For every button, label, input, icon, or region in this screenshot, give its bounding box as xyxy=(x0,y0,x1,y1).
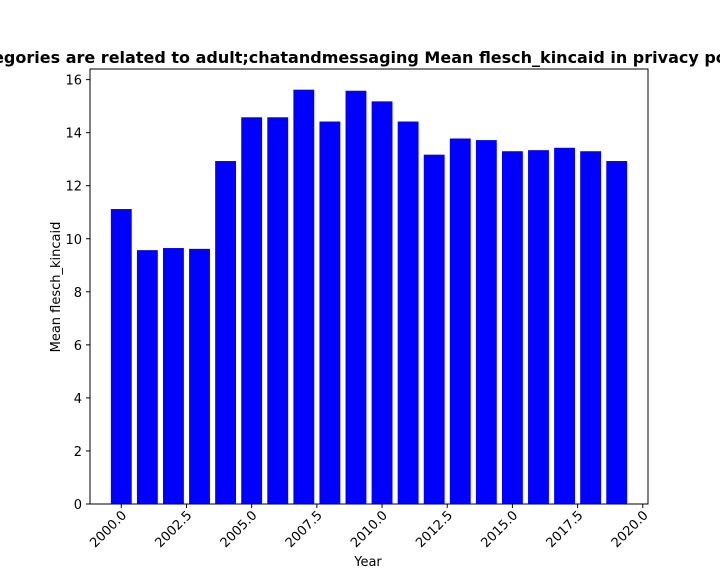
bars-group xyxy=(110,89,628,505)
bar-2001 xyxy=(136,250,158,504)
bar-2004 xyxy=(215,161,237,505)
bar-2000 xyxy=(110,209,132,505)
bar-2005 xyxy=(241,117,263,505)
y-tick-label: 14 xyxy=(65,127,82,142)
bar-2014 xyxy=(475,140,497,504)
bar-2003 xyxy=(189,248,210,504)
x-tick-label: 2012.5 xyxy=(413,508,456,551)
x-tick-label: 2015.0 xyxy=(478,508,521,551)
bar-2018 xyxy=(580,151,602,504)
y-tick-label: 12 xyxy=(65,180,82,195)
x-axis-label: Year xyxy=(353,555,382,570)
bar-2009 xyxy=(345,90,367,504)
x-tick-label: 2005.0 xyxy=(218,508,261,551)
bar-2007 xyxy=(293,89,315,504)
y-tick-label: 10 xyxy=(65,233,82,248)
y-tick-label: 0 xyxy=(74,498,82,513)
x-tick-label: 2007.5 xyxy=(283,508,326,551)
bar-2012 xyxy=(423,154,445,505)
x-tick-label: 2020.0 xyxy=(609,508,652,551)
x-tick-label: 2002.5 xyxy=(153,508,196,551)
bar-2013 xyxy=(449,138,471,504)
x-tick-label: 2010.0 xyxy=(348,508,391,551)
y-tick-label: 2 xyxy=(74,445,82,460)
x-axis-ticks: 2000.0 2002.5 2005.0 2007.5 2010.0 2012.5 2015… xyxy=(87,504,652,551)
bar-2019 xyxy=(606,161,628,505)
y-axis-ticks: 0 2 4 6 8 10 12 14 16 xyxy=(65,74,90,513)
bar-2008 xyxy=(319,121,341,504)
bar-2016 xyxy=(528,150,549,505)
plot-frame xyxy=(89,68,649,505)
bar-2015 xyxy=(501,151,523,504)
x-tick-label: 2000.0 xyxy=(87,508,130,551)
bar-2017 xyxy=(554,147,575,504)
bar-2010 xyxy=(371,101,393,505)
y-axis-label: Mean flesch_kincaid xyxy=(49,222,64,353)
bar-2011 xyxy=(397,121,419,504)
y-tick-label: 16 xyxy=(65,74,82,89)
y-tick-label: 4 xyxy=(74,392,82,407)
chart-title: Categories are related to adult;chatandm… xyxy=(0,48,720,67)
x-tick-label: 2017.5 xyxy=(544,508,587,551)
bar-2006 xyxy=(267,117,289,505)
y-tick-label: 6 xyxy=(74,339,82,354)
y-tick-label: 8 xyxy=(74,286,82,301)
bar-2002 xyxy=(163,248,184,504)
